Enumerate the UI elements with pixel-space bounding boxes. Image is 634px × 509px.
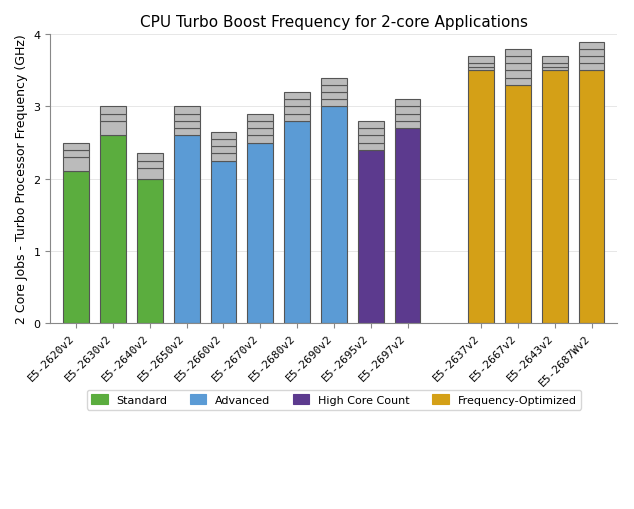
Bar bbox=[358, 129, 384, 136]
Bar bbox=[579, 71, 604, 323]
Bar bbox=[394, 122, 420, 129]
Bar bbox=[137, 179, 163, 323]
Bar bbox=[137, 161, 163, 168]
Bar bbox=[137, 168, 163, 179]
Bar bbox=[100, 115, 126, 122]
Bar bbox=[505, 64, 531, 71]
Bar bbox=[174, 115, 200, 122]
Bar bbox=[579, 64, 604, 71]
Bar bbox=[505, 57, 531, 64]
Bar bbox=[284, 115, 310, 122]
Bar bbox=[284, 107, 310, 115]
Bar bbox=[542, 57, 567, 64]
Bar bbox=[505, 86, 531, 323]
Bar bbox=[137, 154, 163, 161]
Legend: Standard, Advanced, High Core Count, Frequency-Optimized: Standard, Advanced, High Core Count, Fre… bbox=[87, 390, 581, 410]
Bar bbox=[100, 107, 126, 115]
Bar bbox=[542, 71, 567, 323]
Bar bbox=[321, 93, 347, 100]
Bar bbox=[505, 78, 531, 86]
Bar bbox=[469, 64, 494, 68]
Bar bbox=[63, 143, 89, 151]
Bar bbox=[210, 139, 236, 147]
Bar bbox=[505, 50, 531, 57]
Bar bbox=[394, 107, 420, 115]
Bar bbox=[210, 132, 236, 139]
Bar bbox=[284, 100, 310, 107]
Bar bbox=[358, 122, 384, 129]
Bar bbox=[247, 129, 273, 136]
Bar bbox=[579, 50, 604, 57]
Bar bbox=[321, 86, 347, 93]
Y-axis label: 2 Core Jobs - Turbo Processor Frequency (GHz): 2 Core Jobs - Turbo Processor Frequency … bbox=[15, 35, 28, 324]
Title: CPU Turbo Boost Frequency for 2-core Applications: CPU Turbo Boost Frequency for 2-core App… bbox=[140, 15, 528, 30]
Bar bbox=[284, 93, 310, 100]
Bar bbox=[358, 143, 384, 151]
Bar bbox=[210, 154, 236, 161]
Bar bbox=[469, 57, 494, 64]
Bar bbox=[321, 78, 347, 86]
Bar bbox=[174, 129, 200, 136]
Bar bbox=[174, 107, 200, 115]
Bar bbox=[63, 158, 89, 172]
Bar bbox=[394, 100, 420, 107]
Bar bbox=[174, 136, 200, 323]
Bar bbox=[100, 122, 126, 136]
Bar bbox=[358, 151, 384, 323]
Bar bbox=[63, 172, 89, 323]
Bar bbox=[469, 71, 494, 323]
Bar bbox=[247, 115, 273, 122]
Bar bbox=[579, 57, 604, 64]
Bar bbox=[174, 122, 200, 129]
Bar bbox=[321, 107, 347, 323]
Bar bbox=[210, 147, 236, 154]
Bar bbox=[247, 136, 273, 143]
Bar bbox=[394, 129, 420, 323]
Bar bbox=[505, 71, 531, 78]
Bar bbox=[394, 115, 420, 122]
Bar bbox=[210, 161, 236, 323]
Bar bbox=[358, 136, 384, 143]
Bar bbox=[469, 68, 494, 71]
Bar bbox=[247, 143, 273, 323]
Bar bbox=[247, 122, 273, 129]
Bar bbox=[542, 64, 567, 68]
Bar bbox=[579, 42, 604, 50]
Bar bbox=[100, 136, 126, 323]
Bar bbox=[63, 151, 89, 158]
Bar bbox=[542, 68, 567, 71]
Bar bbox=[284, 122, 310, 323]
Bar bbox=[321, 100, 347, 107]
